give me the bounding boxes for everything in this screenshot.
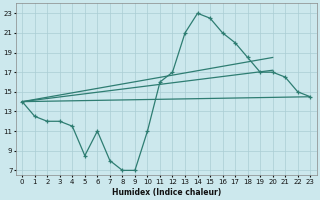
X-axis label: Humidex (Indice chaleur): Humidex (Indice chaleur) [112, 188, 221, 197]
